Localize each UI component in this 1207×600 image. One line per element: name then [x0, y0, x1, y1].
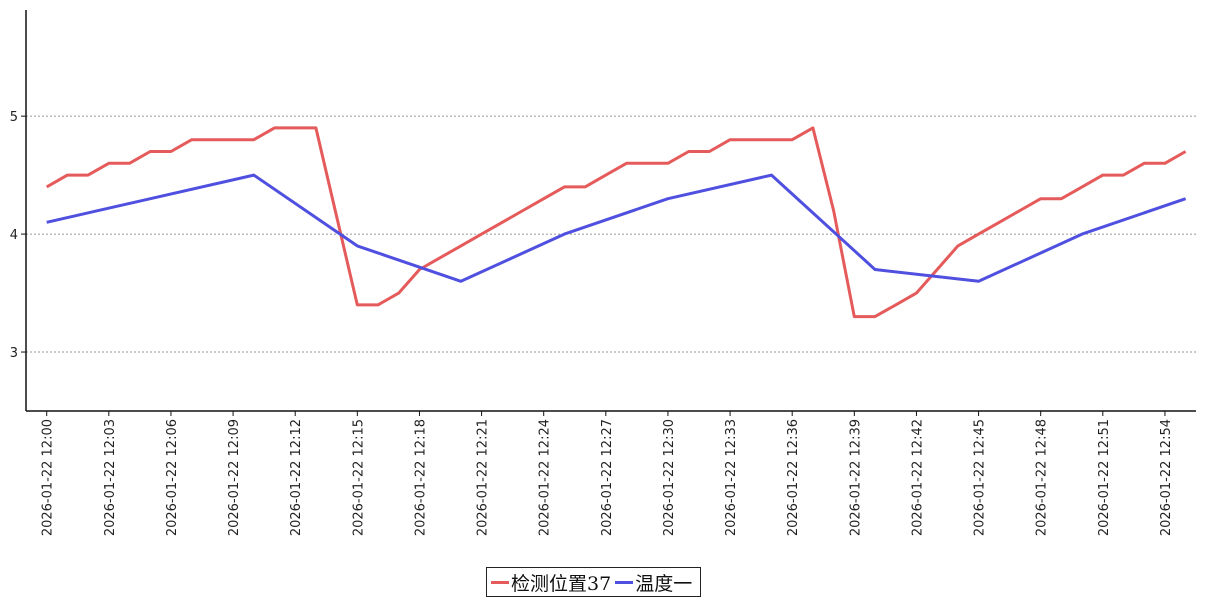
x-tick-label: 2026-01-22 12:00: [41, 419, 56, 536]
x-tick-label: 2026-01-22 12:42: [910, 419, 925, 536]
legend-swatch-series-0: [491, 580, 509, 584]
x-tick-label: 2026-01-22 12:09: [227, 419, 242, 536]
axes: [25, 10, 1196, 412]
x-tick-label: 2026-01-22 12:03: [103, 419, 118, 536]
x-tick-labels: 2026-01-22 12:00 2026-01-22 12:03 2026-01-…: [41, 411, 1174, 536]
legend-item-series-1: 温度一: [615, 569, 692, 596]
x-tick-label: 2026-01-22 12:54: [1159, 419, 1174, 536]
x-tick-label: 2026-01-22 12:51: [1097, 419, 1112, 536]
x-tick-label: 2026-01-22 12:36: [786, 419, 801, 536]
x-tick-label: 2026-01-22 12:39: [848, 419, 863, 536]
y-tick-labels: 3 4 5: [10, 110, 26, 361]
x-tick-label: 2026-01-22 12:30: [662, 419, 677, 536]
x-tick-label: 2026-01-22 12:15: [351, 419, 366, 536]
grid-lines: [26, 115, 1196, 353]
x-tick-label: 2026-01-22 12:48: [1035, 419, 1050, 536]
x-tick-label: 2026-01-22 12:24: [538, 419, 553, 536]
y-tick-label: 4: [10, 228, 18, 243]
legend-label-series-1: 温度一: [635, 572, 693, 595]
y-tick-label: 5: [10, 110, 18, 125]
series-lines: [45, 126, 1187, 319]
x-tick-label: 2026-01-22 12:45: [973, 419, 988, 536]
x-tick-label: 2026-01-22 12:12: [289, 419, 304, 536]
legend: 检测位置37 温度一: [486, 567, 702, 597]
legend-swatch-series-1: [615, 580, 634, 584]
series-line-0: [45, 126, 1187, 319]
legend-item-series-0: 检测位置37: [491, 569, 611, 596]
x-tick-label: 2026-01-22 12:21: [476, 419, 491, 536]
x-tick-label: 2026-01-22 12:06: [165, 419, 180, 536]
y-tick-label: 3: [10, 346, 18, 361]
x-tick-label: 2026-01-22 12:33: [724, 419, 739, 536]
legend-label-series-0: 检测位置37: [511, 572, 612, 595]
x-tick-label: 2026-01-22 12:18: [413, 419, 428, 536]
x-tick-label: 2026-01-22 12:27: [600, 419, 615, 536]
series-line-1: [46, 173, 1187, 283]
